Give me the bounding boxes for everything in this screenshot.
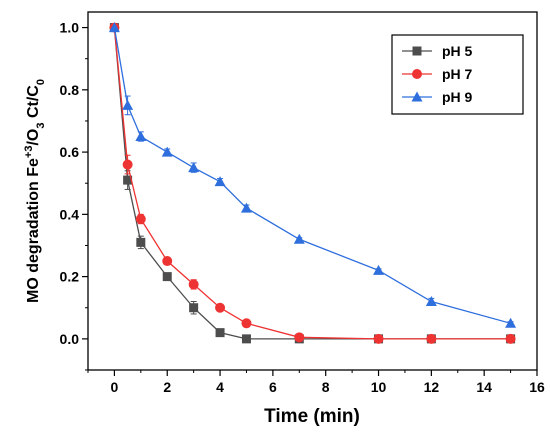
legend-marker-ph-7 bbox=[412, 69, 422, 79]
series-ph-9 bbox=[108, 22, 517, 328]
x-tick-label: 16 bbox=[529, 379, 545, 395]
legend: pH 5 pH 7 pH 9 bbox=[391, 34, 524, 115]
data-point-ph-5 bbox=[189, 303, 199, 313]
legend-marker-ph-5 bbox=[412, 46, 422, 56]
data-point-ph-5 bbox=[162, 272, 172, 282]
legend-entries: pH 5 pH 7 pH 9 bbox=[402, 43, 473, 105]
series-layer bbox=[108, 22, 517, 344]
x-tick-label: 4 bbox=[216, 379, 224, 395]
y-tick-label: 0.4 bbox=[60, 206, 80, 222]
data-point-ph-9 bbox=[505, 317, 517, 328]
plot-frame bbox=[87, 11, 538, 371]
series-ph-7 bbox=[109, 22, 516, 344]
data-point-ph-9 bbox=[293, 233, 305, 244]
y-axis-title: MO degradation Fe+3/O3 Ct/C0 bbox=[23, 79, 47, 303]
y-tick-label: 0.8 bbox=[60, 82, 80, 98]
data-point-ph-9 bbox=[188, 162, 200, 173]
y-tick-label: 0.0 bbox=[60, 331, 80, 347]
data-point-ph-9 bbox=[122, 99, 134, 110]
x-tick-label: 2 bbox=[163, 379, 171, 395]
data-point-ph-7 bbox=[162, 256, 173, 267]
data-point-ph-5 bbox=[241, 334, 251, 344]
data-point-ph-7 bbox=[215, 302, 226, 313]
data-point-ph-7 bbox=[122, 159, 133, 170]
x-tick-label: 10 bbox=[371, 379, 387, 395]
data-point-ph-9 bbox=[135, 131, 147, 142]
legend-marker-ph-9 bbox=[411, 91, 423, 102]
data-point-ph-9 bbox=[108, 22, 120, 33]
legend-entry-ph-9: pH 9 bbox=[402, 89, 473, 105]
y-tick-label: 0.6 bbox=[60, 144, 80, 160]
data-point-ph-9 bbox=[425, 296, 437, 307]
x-tick-label: 0 bbox=[111, 379, 119, 395]
y-tick-label: 1.0 bbox=[60, 20, 80, 36]
legend-entry-ph-5: pH 5 bbox=[402, 43, 473, 59]
y-axis-title-sup: +3 bbox=[23, 146, 35, 159]
data-point-ph-9 bbox=[240, 202, 252, 213]
legend-label-ph-9: pH 9 bbox=[442, 89, 473, 105]
x-tick-label: 6 bbox=[269, 379, 277, 395]
data-point-ph-7 bbox=[505, 333, 516, 344]
data-point-ph-7 bbox=[135, 214, 146, 225]
data-point-ph-9 bbox=[373, 264, 385, 275]
data-point-ph-7 bbox=[188, 279, 199, 290]
x-tick-label: 14 bbox=[476, 379, 492, 395]
y-tick-label: 0.2 bbox=[60, 269, 80, 285]
y-axis-title-mid: /O bbox=[25, 129, 42, 146]
data-point-ph-7 bbox=[294, 332, 305, 343]
legend-label-ph-7: pH 7 bbox=[442, 66, 473, 82]
data-point-ph-9 bbox=[161, 146, 173, 157]
y-axis-title-sub: 3 bbox=[35, 122, 47, 128]
axis-ticks: 0 2 4 6 8 10 12 14 16 0.0 0.2 0.4 0.6 0.8 1.0 bbox=[60, 20, 545, 395]
x-tick-label: 8 bbox=[322, 379, 330, 395]
y-axis-title-tail: Ct/C bbox=[25, 85, 42, 123]
data-point-ph-9 bbox=[214, 176, 226, 187]
data-point-ph-5 bbox=[136, 237, 146, 247]
data-point-ph-5 bbox=[123, 175, 133, 185]
data-point-ph-5 bbox=[215, 328, 225, 338]
x-tick-label: 12 bbox=[424, 379, 440, 395]
data-point-ph-7 bbox=[373, 333, 384, 344]
data-point-ph-7 bbox=[426, 333, 437, 344]
legend-entry-ph-7: pH 7 bbox=[402, 66, 473, 82]
legend-label-ph-5: pH 5 bbox=[442, 43, 473, 59]
y-axis-title-main: MO degradation Fe bbox=[25, 158, 42, 303]
y-axis-title-sub2: 0 bbox=[35, 79, 47, 85]
data-point-ph-7 bbox=[241, 318, 252, 329]
x-axis-title: Time (min) bbox=[264, 406, 360, 427]
